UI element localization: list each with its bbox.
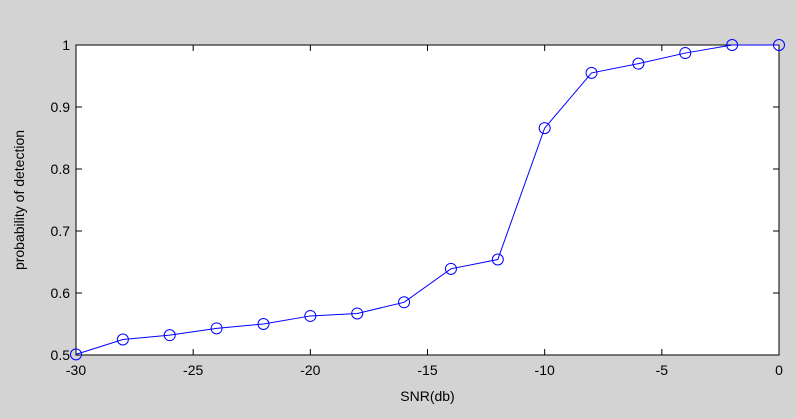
- x-tick-label: 0: [775, 362, 783, 378]
- data-point: [210, 322, 223, 335]
- x-tick-label: -5: [656, 362, 669, 378]
- data-point: [304, 309, 317, 322]
- x-tick-label: -15: [417, 362, 437, 378]
- x-tick-label: -30: [66, 362, 86, 378]
- data-point: [257, 318, 270, 330]
- data-point: [444, 262, 457, 275]
- data-point: [538, 122, 551, 135]
- y-tick-label: 0.5: [51, 347, 71, 363]
- data-point: [70, 348, 82, 361]
- y-tick-label: 0.9: [51, 99, 71, 115]
- x-axis-label: SNR(db): [400, 388, 454, 404]
- data-point: [163, 329, 176, 342]
- y-axis: 0.5 0.6 0.7 0.8 0.9 1: [51, 37, 779, 363]
- data-point: [679, 47, 692, 60]
- data-point: [116, 333, 129, 346]
- data-point: [398, 296, 411, 309]
- y-axis-label: probability of detection: [11, 130, 27, 270]
- x-tick-label: -10: [535, 362, 555, 378]
- data-point: [726, 39, 739, 51]
- series-layer: [70, 39, 785, 361]
- y-tick-label: 0.6: [51, 285, 71, 301]
- y-tick-label: 0.8: [51, 161, 71, 177]
- x-axis: -30 -25 -20 -15 -10 -5 0: [66, 45, 783, 378]
- data-point: [632, 57, 645, 70]
- x-tick-label: -25: [183, 362, 203, 378]
- data-point: [773, 39, 785, 51]
- data-point: [351, 307, 364, 320]
- x-tick-label: -20: [300, 362, 320, 378]
- data-point: [585, 66, 598, 79]
- data-point: [491, 253, 504, 266]
- y-tick-label: 1: [62, 37, 70, 53]
- y-tick-label: 0.7: [51, 223, 71, 239]
- plot-area: [75, 44, 780, 356]
- series-line: [75, 44, 779, 355]
